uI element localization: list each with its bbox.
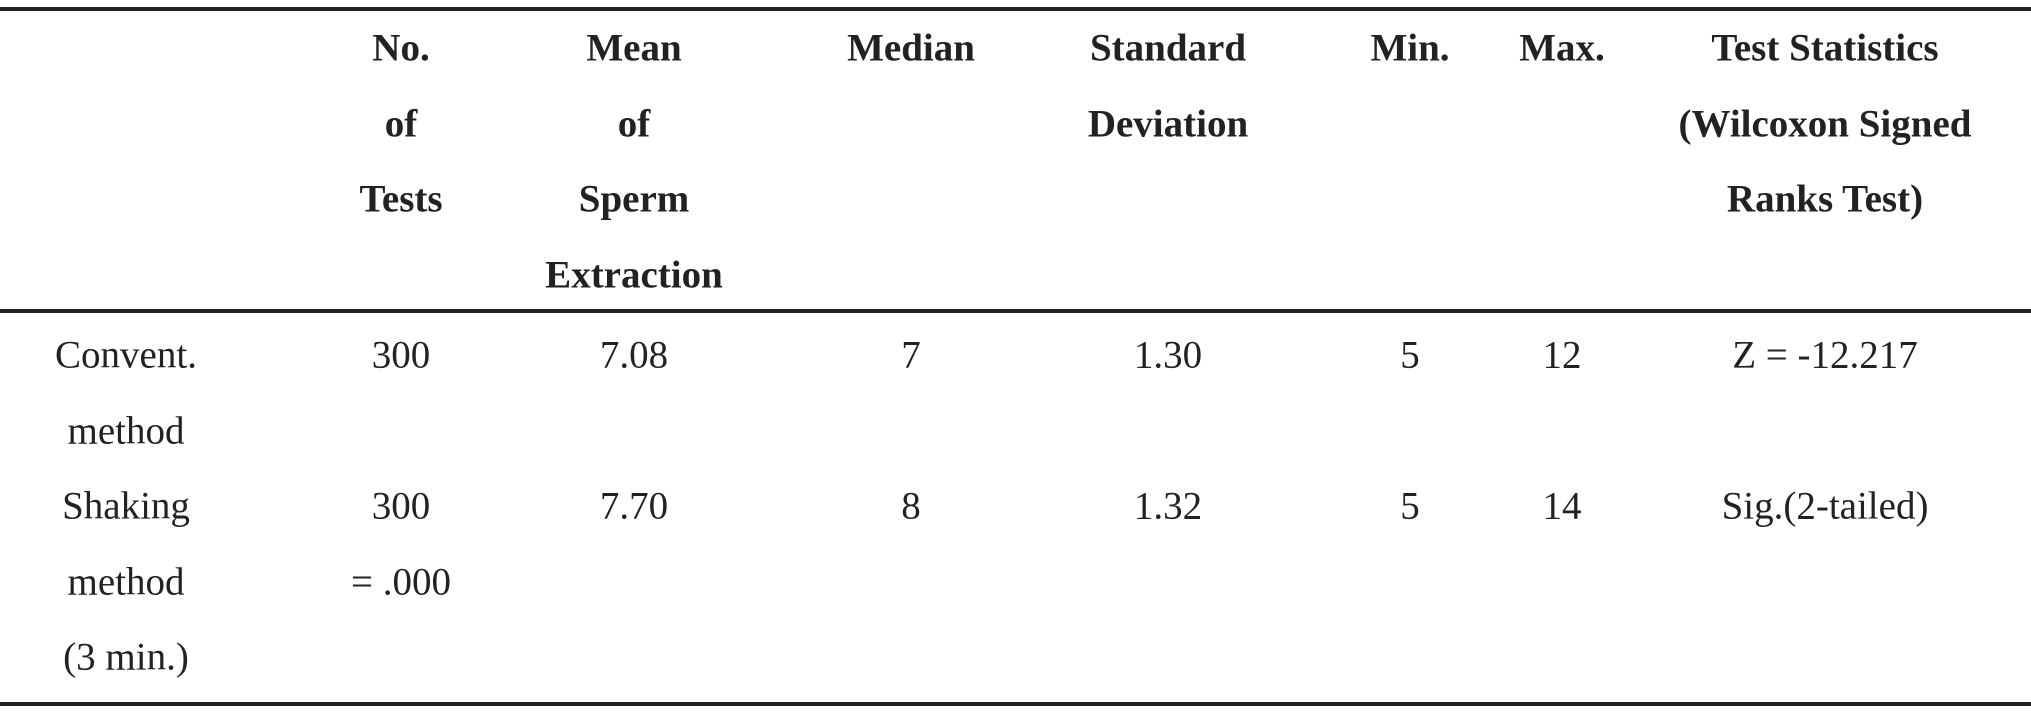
header-cell: Deviation: [1087, 102, 1249, 145]
header-cell: of: [384, 102, 418, 145]
body-cell: 7: [901, 333, 921, 377]
header-cell: of: [617, 102, 651, 145]
body-cell: 8: [901, 484, 921, 528]
header-cell: Extraction: [545, 253, 723, 296]
body-cell: 14: [1542, 484, 1582, 528]
body-cell: 12: [1542, 333, 1582, 377]
body-cell: method: [67, 409, 185, 452]
header-rule: [0, 309, 2031, 313]
header-cell: Min.: [1370, 26, 1450, 70]
top-rule: [0, 7, 2031, 11]
body-cell: 7.70: [599, 484, 669, 528]
body-cell: 5: [1400, 333, 1420, 377]
body-cell: Sig.(2-tailed): [1721, 484, 1929, 528]
body-cell: Convent.: [55, 333, 197, 377]
body-cell: (3 min.): [63, 635, 189, 679]
body-cell: method: [67, 560, 185, 603]
header-cell: Median: [847, 26, 975, 70]
body-cell: 7.08: [599, 333, 669, 377]
body-cell: = .000: [351, 560, 451, 603]
header-cell: Standard: [1089, 26, 1247, 70]
header-cell: Tests: [359, 177, 443, 221]
body-cell: 5: [1400, 484, 1420, 528]
body-cell: 1.32: [1133, 484, 1203, 528]
header-cell: No.: [372, 26, 430, 70]
body-cell: Shaking: [62, 484, 190, 528]
body-cell: Z = -12.217: [1732, 333, 1918, 377]
body-cell: 300: [371, 484, 431, 528]
header-cell: Sperm: [578, 177, 690, 221]
header-cell: Ranks Test): [1726, 177, 1924, 221]
bottom-rule: [0, 702, 2031, 706]
header-cell: Max.: [1519, 26, 1605, 70]
header-cell: Mean: [586, 26, 682, 70]
header-cell: Test Statistics: [1711, 26, 1939, 70]
body-cell: 300: [371, 333, 431, 377]
header-cell: (Wilcoxon Signed: [1678, 102, 1972, 145]
body-cell: 1.30: [1133, 333, 1203, 377]
